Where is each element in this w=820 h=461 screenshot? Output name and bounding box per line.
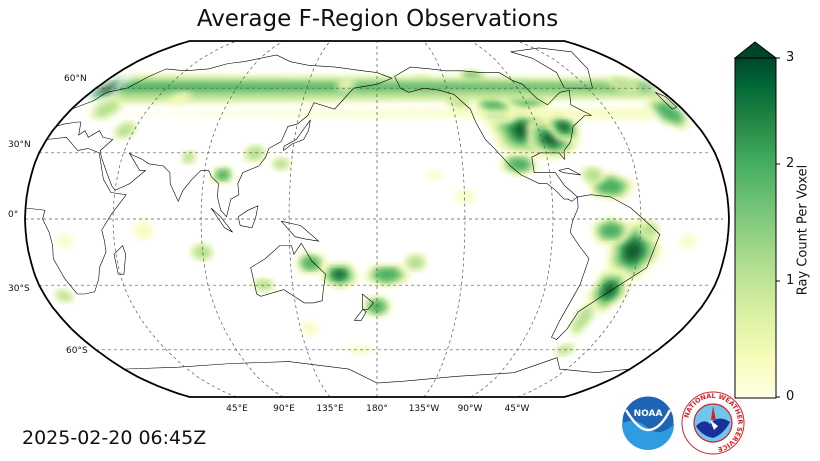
map-title: Average F-Region Observations — [196, 6, 559, 32]
heat-blob — [654, 102, 682, 124]
meridian-line — [112, 41, 237, 397]
coastline — [353, 309, 367, 321]
coastline — [655, 92, 678, 110]
coastline — [124, 357, 630, 384]
heat-blob — [369, 300, 386, 314]
lon-label-45e: 45°E — [226, 404, 248, 414]
colorbar-tick-0: 0 — [786, 389, 795, 404]
heat-blob — [557, 121, 570, 132]
heat-blob — [610, 77, 636, 91]
lon-label-180: 180° — [366, 404, 388, 414]
lat-label-30n: 30°N — [8, 140, 31, 150]
heat-blob — [168, 92, 191, 105]
coastline — [237, 205, 259, 229]
colorbar-tick-3: 3 — [786, 50, 795, 65]
lon-label-135e: 135°E — [316, 404, 344, 414]
heat-blob — [373, 268, 401, 282]
heat-blob — [301, 322, 319, 336]
heat-blob — [69, 94, 692, 131]
coastline — [283, 119, 311, 151]
coastline — [551, 194, 661, 340]
colorbar-extend-arrow — [733, 41, 778, 59]
coastline — [56, 54, 393, 218]
heat-blob — [92, 100, 120, 118]
colorbar-label: Ray Count Per Voxel — [795, 164, 811, 296]
heat-blob — [455, 190, 476, 204]
heat-blob — [583, 168, 603, 183]
noaa-logo: NOAA — [621, 395, 675, 450]
heat-blob — [55, 290, 72, 302]
lat-label-60s: 60°S — [66, 346, 88, 356]
nws-logo: NATIONAL WEATHER SERVICE — [681, 391, 745, 455]
heat-blob — [642, 222, 658, 237]
colorbar-tick-2: 2 — [786, 156, 795, 171]
heat-blob — [679, 234, 696, 249]
coastline — [113, 244, 127, 275]
heat-blob — [132, 221, 153, 240]
lon-label-90e: 90°E — [273, 404, 295, 414]
meridian-line — [200, 41, 284, 397]
ray-count-heat-layer — [53, 69, 696, 357]
heat-blob — [571, 305, 594, 334]
lat-label-60n: 60°N — [64, 74, 87, 84]
coastline — [250, 242, 326, 304]
meridian-line — [423, 41, 466, 397]
lon-label-45w: 45°W — [504, 404, 530, 414]
lat-label-equator: 0° — [8, 210, 19, 220]
heat-blob — [115, 123, 136, 138]
heat-blob — [192, 244, 212, 259]
heat-blob — [255, 279, 274, 291]
timestamp: 2025-02-20 06:45Z — [22, 427, 207, 449]
colorbar-gradient — [734, 57, 777, 399]
colorbar — [733, 41, 780, 399]
coastline — [394, 66, 592, 202]
heat-blob — [599, 222, 623, 238]
coastline — [361, 293, 374, 310]
lon-label-90w: 90°W — [457, 404, 483, 414]
coastline — [280, 220, 320, 242]
noaa-logo-text: NOAA — [634, 409, 663, 419]
coastline — [210, 207, 233, 233]
heat-blob — [623, 240, 643, 263]
graticule — [25, 41, 724, 397]
coastline — [510, 47, 593, 89]
heat-blob — [596, 178, 625, 194]
meridian-line — [517, 41, 642, 397]
map-boundary — [24, 40, 730, 398]
heat-blob — [182, 151, 196, 163]
heat-blob — [427, 170, 444, 180]
coastline — [558, 167, 581, 176]
coastlines — [25, 47, 678, 384]
lon-label-135w: 135°W — [408, 404, 440, 414]
coastline — [25, 136, 127, 295]
heat-blob — [56, 234, 74, 249]
heat-blob — [405, 255, 425, 270]
meridian-line — [470, 41, 554, 397]
heat-blob — [301, 256, 320, 270]
heat-blob — [508, 158, 531, 171]
colorbar-tick-1: 1 — [786, 273, 795, 288]
heat-blob — [273, 158, 289, 170]
heat-blob — [332, 270, 346, 280]
lat-label-30s: 30°S — [8, 284, 30, 294]
heat-blob — [216, 169, 230, 180]
meridian-line — [288, 41, 331, 397]
